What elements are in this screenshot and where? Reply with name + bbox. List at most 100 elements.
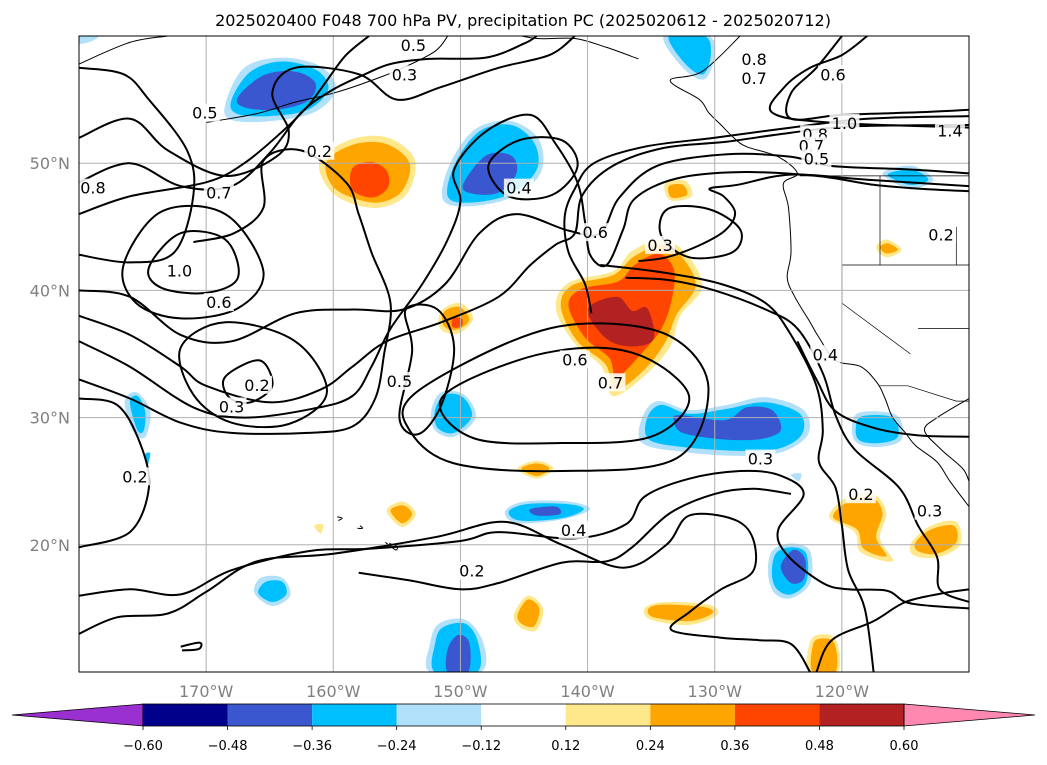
longitude-tick-label: 150°W (433, 682, 488, 701)
pv-contour-label-bg (242, 375, 272, 394)
precip-anomaly-region (349, 161, 390, 198)
pv-contour-line (358, 487, 792, 591)
precip-anomaly-region (810, 638, 838, 672)
precip-anomaly-region (258, 580, 287, 603)
pv-contour-label: 0.6 (206, 293, 231, 312)
colorbar-tick-label: 0.24 (636, 739, 665, 754)
pv-contour-label-bg (304, 141, 335, 160)
pv-contour-label-bg (595, 373, 626, 392)
pv-contour-label: 1.0 (167, 261, 192, 280)
pv-contour-label: 0.5 (401, 36, 426, 55)
longitude-tick-label: 120°W (815, 682, 870, 701)
colorbar-outline (142, 703, 905, 727)
pv-contour-label: 0.6 (562, 350, 587, 369)
pv-contour-line (79, 36, 370, 216)
pv-contour-label-bg (817, 65, 848, 84)
pv-contour-line (79, 152, 969, 344)
pv-contour-label: 0.4 (506, 179, 531, 198)
colorbar-tick-label: −0.48 (208, 739, 248, 754)
pv-contour-label-bg (119, 467, 150, 486)
colorbar-tick-label: 0.48 (805, 739, 834, 754)
pv-contour-line (79, 512, 811, 672)
latitude-tick-label: 20°N (30, 536, 70, 555)
colorbar-tick-label: 0.12 (551, 739, 580, 754)
latitude-tick-label: 40°N (30, 281, 70, 300)
pv-contour-label: 0.2 (244, 376, 269, 395)
pv-contour-line (438, 346, 691, 445)
pv-contour-label: 1.4 (937, 121, 962, 140)
pv-contour-line (638, 173, 969, 263)
pv-contour-label: 0.2 (307, 142, 332, 161)
pv-contour-label-bg (203, 293, 234, 312)
pv-contour-label-bg (559, 350, 590, 369)
pv-contour-label-bg (456, 561, 487, 580)
pv-contour-label-bg (829, 113, 860, 132)
precip-anomaly-region (780, 549, 806, 584)
pv-contour-label: 0.6 (582, 223, 607, 242)
pv-contour-label: 0.3 (219, 397, 244, 416)
pv-contour-line (600, 264, 875, 672)
colorbar-tick-label: −0.24 (377, 739, 417, 754)
precip-anomaly-region (79, 36, 99, 44)
colorbar-tick-label: −0.60 (123, 739, 163, 754)
pv-contour-line (625, 276, 969, 603)
colorbar-tick-label: −0.36 (292, 739, 332, 754)
chart-title: 2025020400 F048 700 hPa PV, precipitatio… (215, 11, 831, 30)
pv-contour-label-bg (189, 103, 220, 122)
political-boundary (878, 385, 969, 402)
precip-anomaly-region (587, 296, 655, 347)
pv-contour-label: 0.3 (392, 65, 417, 84)
pv-contour-label-bg (164, 261, 195, 280)
precip-anomaly-region (832, 496, 887, 557)
pv-contour-label-bg (934, 121, 965, 140)
pv-contour-line (147, 230, 240, 295)
colorbar-tick-label: 0.36 (720, 739, 749, 754)
pv-contour-line (79, 148, 392, 435)
pv-contour-line (79, 113, 969, 419)
precip-anomaly-region (668, 36, 711, 75)
pv-contour-label-bg (810, 345, 841, 364)
pv-contour-line (79, 66, 196, 264)
colorbar-swatch (396, 704, 482, 726)
latitude-tick-label: 30°N (30, 409, 70, 428)
colorbar-swatch (650, 704, 735, 726)
pv-contour-line (815, 588, 969, 672)
pv-contour-label: 0.3 (917, 502, 942, 521)
precip-anomaly-region (521, 463, 550, 477)
pv-contour-line (79, 397, 151, 549)
coastline (923, 398, 969, 482)
pv-contour-line (401, 322, 710, 473)
precip-anomaly-region (236, 71, 317, 111)
pv-contour-label-bg (580, 223, 611, 242)
pv-contour-label: 0.5 (804, 149, 829, 168)
colorbar-swatch (312, 704, 397, 726)
coastlines (79, 36, 969, 551)
pv-contour-label-bg (384, 371, 415, 390)
longitude-tick-label: 140°W (560, 682, 615, 701)
pv-contour-line (121, 204, 265, 320)
precip-anomaly-region (517, 599, 540, 628)
pv-contour-label: 0.4 (813, 345, 838, 364)
pv-contour-label-bg (503, 178, 534, 197)
latitude-ticks: 50°N 40°N 30°N 20°N (30, 154, 70, 555)
pv-contour-label: 0.2 (928, 226, 953, 245)
pv-contour-label-bg (558, 520, 589, 539)
pv-contour-label: 0.2 (122, 467, 147, 486)
pv-contour-line (222, 359, 274, 404)
coastline (206, 36, 449, 123)
pv-contour-label-bg (739, 50, 770, 69)
precip-anomaly-region (445, 634, 471, 672)
pv-contour-label-bg (801, 149, 832, 168)
pv-contour-line (398, 303, 456, 436)
pv-contour-line (79, 36, 576, 177)
colorbar-tick-label: 0.60 (890, 739, 919, 754)
colorbar-swatch (227, 704, 313, 726)
pv-contour-label: 0.4 (561, 521, 586, 540)
pv-contour-label: 0.3 (647, 236, 672, 255)
coastline (79, 36, 169, 65)
precip-anomaly-region (434, 393, 473, 434)
pv-contour-label-bg (203, 183, 234, 202)
pv-contour-label: 0.3 (748, 450, 773, 469)
pv-contour-line (796, 340, 969, 438)
